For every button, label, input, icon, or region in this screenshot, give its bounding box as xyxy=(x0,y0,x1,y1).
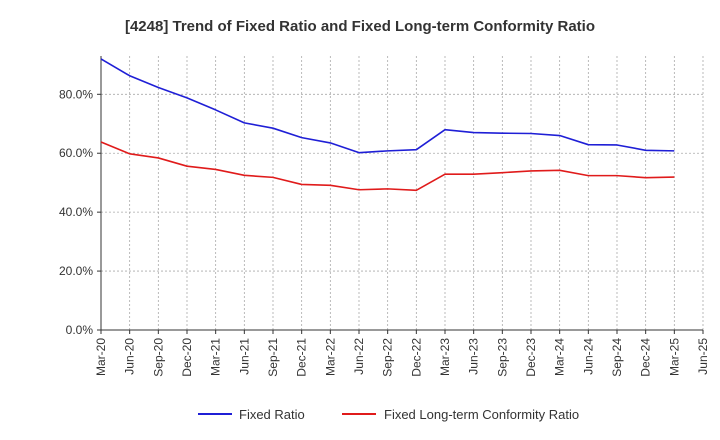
y-tick-label: 20.0% xyxy=(59,264,93,278)
x-tick-label: Jun-20 xyxy=(123,338,137,375)
x-tick-label: Dec-21 xyxy=(295,338,309,377)
y-axis-ticks: 0.0% 20.0% 40.0% 60.0% 80.0% xyxy=(59,87,93,337)
series-lines xyxy=(100,58,675,192)
axes xyxy=(97,56,704,334)
x-tick-label: Mar-23 xyxy=(438,338,452,376)
x-tick-label: Sep-23 xyxy=(495,338,509,377)
x-tick-label: Sep-22 xyxy=(381,338,395,377)
x-tick-label: Sep-21 xyxy=(266,338,280,377)
y-tick-label: 80.0% xyxy=(59,87,93,101)
x-tick-label: Mar-24 xyxy=(553,338,567,376)
x-tick-label: Mar-25 xyxy=(667,338,681,376)
x-tick-label: Mar-21 xyxy=(209,338,223,376)
chart-title: [4248] Trend of Fixed Ratio and Fixed Lo… xyxy=(125,18,595,35)
x-tick-label: Dec-22 xyxy=(409,338,423,377)
x-tick-label: Dec-23 xyxy=(524,338,538,377)
y-tick-label: 40.0% xyxy=(59,205,93,219)
legend-label-fixed-long-term-conformity-ratio: Fixed Long-term Conformity Ratio xyxy=(384,407,579,422)
legend: Fixed Ratio Fixed Long-term Conformity R… xyxy=(198,407,579,422)
x-tick-label: Mar-22 xyxy=(323,338,337,376)
y-tick-label: 0.0% xyxy=(66,323,94,337)
x-tick-label: Jun-24 xyxy=(581,338,595,375)
legend-label-fixed-ratio: Fixed Ratio xyxy=(239,407,305,422)
x-tick-label: Dec-20 xyxy=(180,338,194,377)
x-tick-label: Jun-25 xyxy=(696,338,710,375)
x-tick-label: Sep-24 xyxy=(610,338,624,377)
x-tick-label: Jun-23 xyxy=(467,338,481,375)
x-tick-label: Jun-21 xyxy=(237,338,251,375)
x-tick-label: Jun-22 xyxy=(352,338,366,375)
x-tick-label: Mar-20 xyxy=(94,338,108,376)
series-line-fixed-ratio xyxy=(100,58,675,154)
series-line-fixed-long-term-conformity-ratio xyxy=(100,141,675,192)
y-tick-label: 60.0% xyxy=(59,146,93,160)
x-tick-label: Sep-20 xyxy=(151,338,165,377)
x-axis-ticks: Mar-20 Jun-20 Sep-20 Dec-20 Mar-21 Jun-21 Sep-… xyxy=(94,338,710,377)
x-tick-label: Dec-24 xyxy=(639,338,653,377)
grid xyxy=(101,56,704,330)
